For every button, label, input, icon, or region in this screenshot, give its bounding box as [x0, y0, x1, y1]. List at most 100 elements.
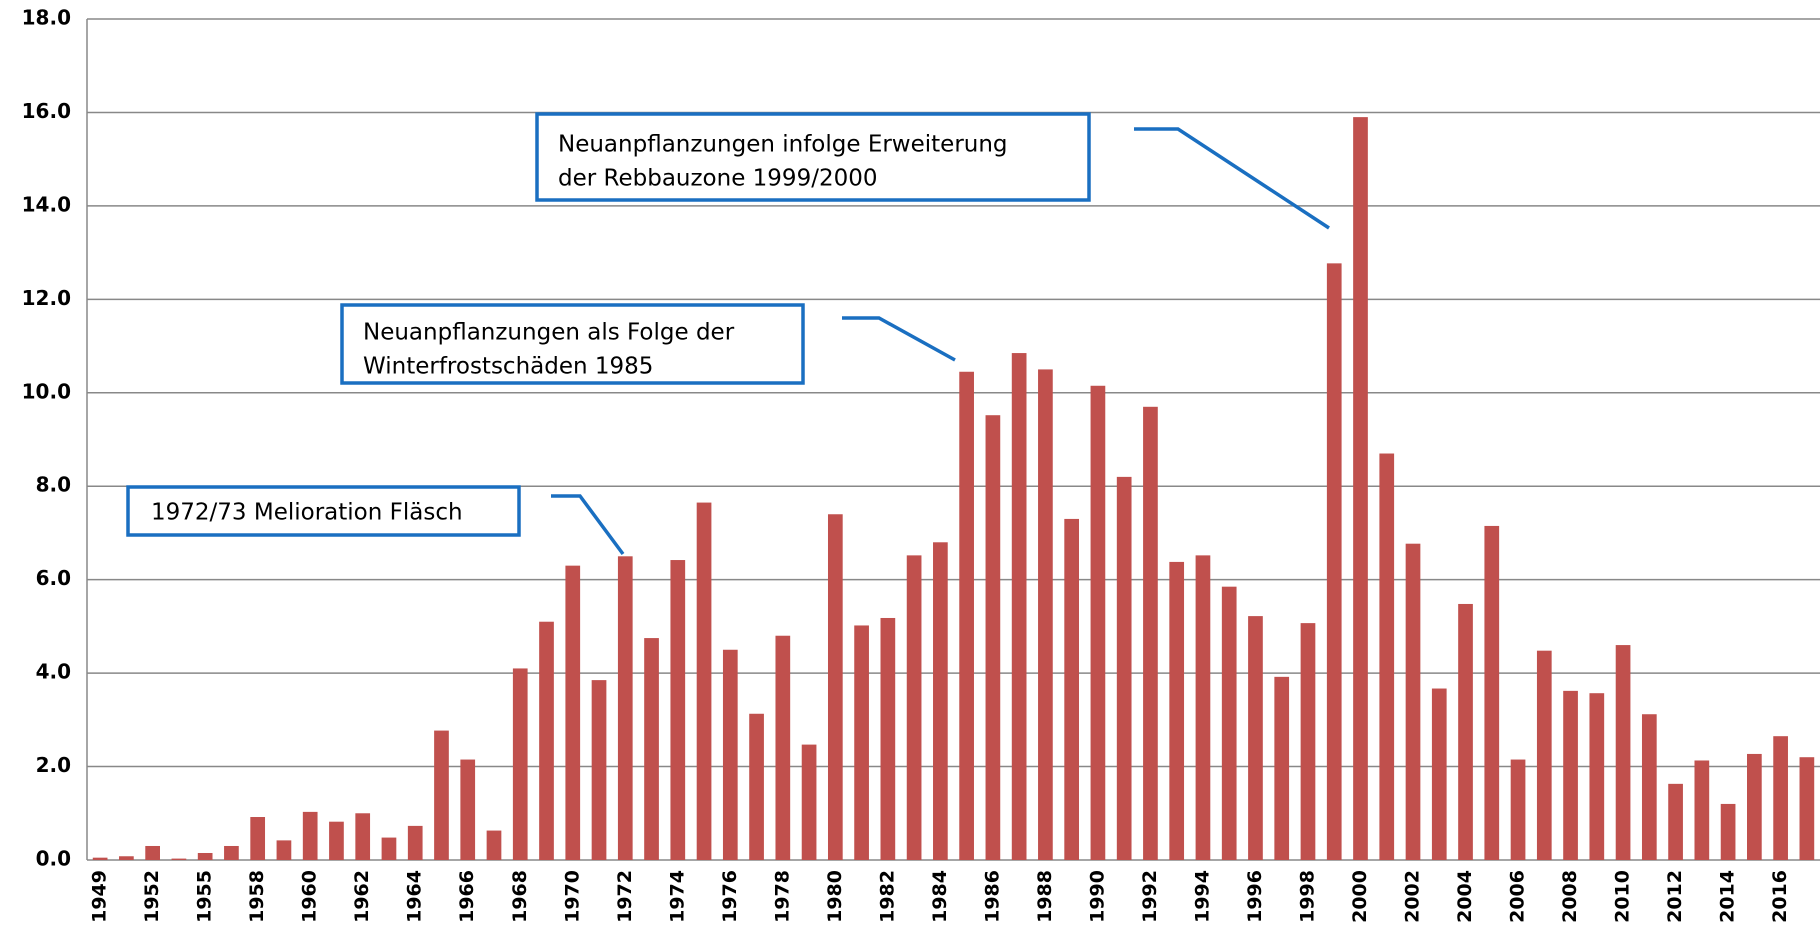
- y-tick-label: 0.0: [36, 847, 71, 871]
- bar: [1274, 676, 1290, 860]
- bar: [1458, 603, 1473, 860]
- x-tick-label: 1960: [299, 870, 321, 923]
- bar: [486, 830, 502, 860]
- bar: [1615, 645, 1631, 860]
- x-tick-label: 2006: [1507, 870, 1529, 923]
- x-tick-label: 1949: [89, 870, 111, 923]
- bar: [92, 857, 108, 860]
- annotation-box: [340, 303, 805, 385]
- bar: [827, 514, 843, 860]
- bar: [1694, 760, 1710, 860]
- bar: [1510, 759, 1526, 860]
- y-tick-label: 6.0: [36, 566, 71, 590]
- x-tick-label: 1980: [824, 870, 846, 923]
- bar: [1248, 616, 1263, 860]
- bar: [670, 560, 686, 860]
- bar: [644, 638, 659, 860]
- annotation-text: Neuanpflanzungen als Folge der: [363, 320, 735, 346]
- x-tick-label: 1998: [1296, 870, 1318, 923]
- bar: [1090, 385, 1106, 860]
- x-tick-label: 1974: [666, 870, 688, 923]
- bar: [302, 811, 318, 860]
- bar: [1353, 117, 1368, 860]
- annotation-leader: [842, 316, 956, 362]
- bar: [906, 555, 922, 860]
- bar: [1405, 543, 1421, 860]
- x-tick-label: 1976: [719, 870, 741, 923]
- y-tick-label: 10.0: [22, 379, 71, 403]
- x-tick-label: 2016: [1769, 870, 1791, 923]
- bar: [1169, 561, 1185, 860]
- x-tick-label: 1964: [404, 870, 426, 923]
- bar: [565, 565, 581, 860]
- bar: [1038, 369, 1053, 860]
- bar: [1064, 518, 1080, 860]
- x-tick-label: 1970: [561, 870, 583, 923]
- x-tick-label: 1955: [194, 870, 216, 923]
- x-tick-label: 1962: [351, 870, 373, 923]
- y-tick-label: 8.0: [36, 473, 71, 497]
- bar: [355, 813, 371, 860]
- bar: [880, 617, 896, 860]
- x-tick-label: 1978: [771, 870, 793, 923]
- x-tick-label: 2014: [1717, 870, 1739, 923]
- bar: [1379, 453, 1395, 860]
- x-tick-label: 2012: [1664, 870, 1686, 923]
- x-tick-label: 1952: [141, 870, 163, 923]
- annotation-leader: [1134, 127, 1330, 230]
- x-tick-label: 1984: [929, 870, 951, 923]
- bar: [1300, 623, 1316, 860]
- bar: [381, 837, 397, 860]
- bar: [171, 858, 187, 860]
- x-tick-label: 1966: [456, 870, 478, 923]
- bar: [1563, 690, 1578, 860]
- x-tick-label: 1972: [614, 870, 636, 923]
- bar: [933, 542, 948, 860]
- bar: [617, 556, 633, 860]
- bar: [1195, 555, 1211, 860]
- bar: [722, 649, 738, 860]
- bar: [1536, 650, 1552, 860]
- bar: [854, 625, 869, 860]
- bar: [1431, 688, 1447, 860]
- bar: [1720, 803, 1736, 860]
- x-tick-label: 2010: [1612, 870, 1634, 923]
- bar: [250, 817, 266, 860]
- x-tick-label: 1990: [1086, 870, 1108, 923]
- bar: [1641, 714, 1657, 860]
- annotation-leader: [551, 494, 625, 556]
- bar: [1747, 753, 1762, 860]
- bar: [775, 635, 791, 860]
- y-tick-label: 12.0: [22, 286, 71, 310]
- bar: [959, 371, 974, 860]
- bar: [1668, 783, 1683, 860]
- bar: [512, 668, 528, 860]
- x-tick-label: 1968: [509, 870, 531, 923]
- bar: [1326, 263, 1342, 861]
- y-tick-label: 18.0: [22, 6, 71, 30]
- annotation-text: Winterfrostschäden 1985: [363, 354, 653, 380]
- x-tick-label: 1996: [1244, 870, 1266, 923]
- bar: [591, 680, 607, 860]
- bar: [985, 415, 1001, 860]
- x-tick-label: 1958: [246, 870, 268, 923]
- bar: [276, 840, 292, 860]
- bar: [434, 730, 449, 860]
- x-tick-label: 2008: [1559, 870, 1581, 923]
- y-tick-label: 2.0: [36, 753, 71, 777]
- x-tick-label: 2000: [1349, 870, 1371, 923]
- bar: [460, 759, 476, 860]
- bar: [749, 713, 764, 860]
- annotation-text: der Rebbauzone 1999/2000: [558, 166, 877, 192]
- x-tick-label: 1986: [981, 870, 1003, 923]
- bar: [1221, 586, 1237, 860]
- y-tick-label: 16.0: [22, 99, 71, 123]
- x-tick-label: 1988: [1034, 870, 1056, 923]
- bar: [224, 845, 239, 860]
- annotation-text: Neuanpflanzungen infolge Erweiterung: [558, 132, 1008, 158]
- y-tick-label: 14.0: [22, 192, 71, 216]
- bar: [1773, 736, 1788, 860]
- bar: [119, 856, 134, 860]
- bar: [1799, 757, 1815, 860]
